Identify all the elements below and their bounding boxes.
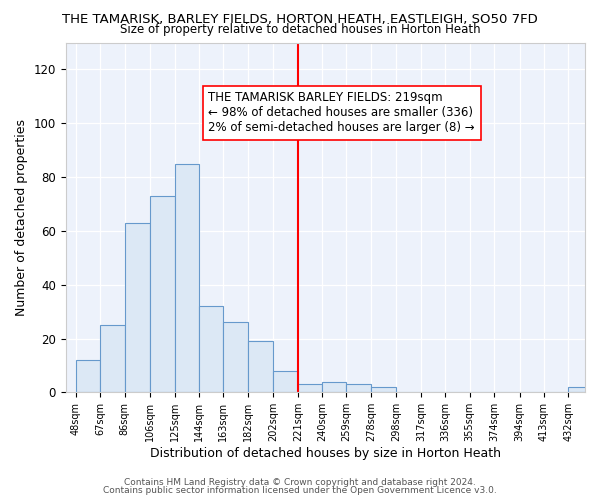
- Bar: [125, 223, 150, 392]
- Bar: [371, 387, 397, 392]
- Bar: [346, 384, 371, 392]
- Bar: [568, 387, 593, 392]
- X-axis label: Distribution of detached houses by size in Horton Heath: Distribution of detached houses by size …: [150, 447, 501, 460]
- Bar: [274, 371, 298, 392]
- Y-axis label: Number of detached properties: Number of detached properties: [15, 119, 28, 316]
- Bar: [175, 164, 199, 392]
- Text: Contains HM Land Registry data © Crown copyright and database right 2024.: Contains HM Land Registry data © Crown c…: [124, 478, 476, 487]
- Bar: [199, 306, 223, 392]
- Bar: [223, 322, 248, 392]
- Text: THE TAMARISK BARLEY FIELDS: 219sqm
← 98% of detached houses are smaller (336)
2%: THE TAMARISK BARLEY FIELDS: 219sqm ← 98%…: [208, 92, 475, 134]
- Bar: [150, 196, 175, 392]
- Bar: [322, 382, 346, 392]
- Text: Contains public sector information licensed under the Open Government Licence v3: Contains public sector information licen…: [103, 486, 497, 495]
- Text: THE TAMARISK, BARLEY FIELDS, HORTON HEATH, EASTLEIGH, SO50 7FD: THE TAMARISK, BARLEY FIELDS, HORTON HEAT…: [62, 12, 538, 26]
- Bar: [248, 341, 274, 392]
- Bar: [298, 384, 322, 392]
- Text: Size of property relative to detached houses in Horton Heath: Size of property relative to detached ho…: [119, 22, 481, 36]
- Bar: [76, 360, 100, 392]
- Bar: [100, 325, 125, 392]
